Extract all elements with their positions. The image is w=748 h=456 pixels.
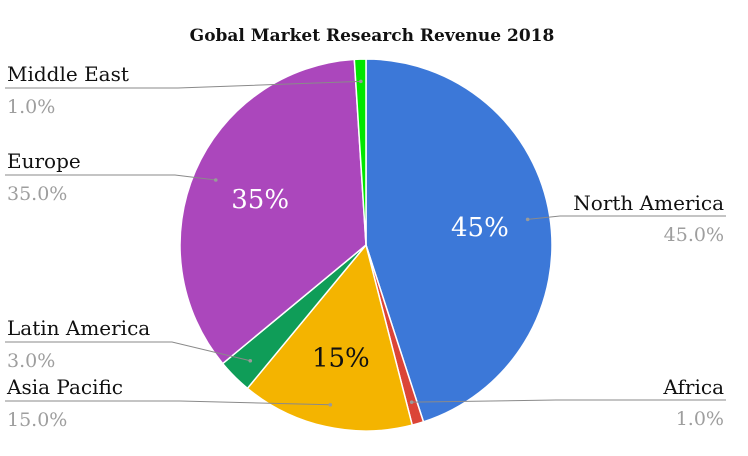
- slice-name-africa: Africa: [662, 375, 724, 399]
- slice-value-north-america: 45.0%: [664, 224, 724, 246]
- slice-inner-label-north-america: 45%: [451, 213, 509, 243]
- pie-slices: [179, 58, 553, 432]
- slice-name-latin-america: Latin America: [7, 316, 150, 340]
- slice-name-asia-pacific: Asia Pacific: [6, 375, 123, 399]
- leader-line-asia-pacific: [5, 400, 331, 406]
- leader-dot-latin-america: [248, 358, 253, 363]
- slice-value-asia-pacific: 15.0%: [7, 409, 67, 431]
- leader-line-africa: [411, 399, 726, 403]
- slice-name-north-america: North America: [573, 191, 724, 215]
- slice-asia-pacific: [246, 243, 414, 432]
- slice-name-europe: Europe: [7, 149, 81, 173]
- chart-title: Gobal Market Research Revenue 2018: [190, 26, 555, 46]
- slice-value-europe: 35.0%: [7, 183, 67, 205]
- slice-inner-label-asia-pacific: 15%: [312, 344, 370, 374]
- leader-dot-europe: [213, 178, 218, 182]
- slice-middle-east: [353, 58, 367, 246]
- leader-dot-asia-pacific: [328, 402, 333, 407]
- leader-dot-middle-east: [359, 79, 363, 84]
- slice-europe: [179, 58, 367, 365]
- slice-labels: 45% North America 45.0% Africa 1.0% 15% Asia P…: [6, 62, 724, 431]
- slice-name-middle-east: Middle East: [7, 62, 129, 86]
- leader-line-europe: [5, 174, 216, 181]
- leader-lines: [5, 79, 726, 407]
- slice-inner-label-europe: 35%: [231, 185, 289, 215]
- slice-value-middle-east: 1.0%: [7, 96, 55, 118]
- slice-north-america: [365, 58, 553, 423]
- leader-dot-africa: [409, 400, 414, 404]
- leader-line-north-america: [527, 215, 726, 220]
- leader-dot-north-america: [525, 217, 530, 222]
- leader-line-latin-america: [5, 341, 251, 362]
- leader-line-middle-east: [5, 80, 361, 89]
- slice-value-africa: 1.0%: [676, 408, 724, 430]
- slice-value-latin-america: 3.0%: [7, 350, 55, 372]
